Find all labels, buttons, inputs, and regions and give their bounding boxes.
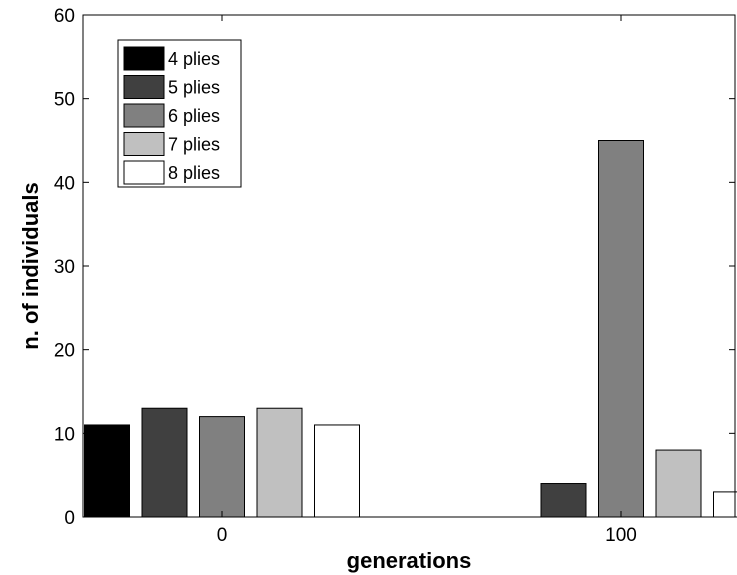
y-tick-label: 0 — [64, 508, 75, 529]
bar-5-plies-gen-0 — [141, 407, 188, 518]
x-axis-ticks: 0 100 — [217, 15, 637, 546]
legend-swatch — [123, 160, 165, 185]
x-tick-label: 100 — [605, 525, 637, 546]
y-tick-label: 60 — [54, 6, 75, 27]
legend-swatch — [123, 103, 165, 128]
y-tick-label: 20 — [54, 341, 75, 362]
bar-6-plies-gen-0 — [199, 416, 245, 518]
legend-swatch — [123, 46, 165, 71]
legend-label: 7 plies — [168, 135, 220, 155]
bar-7-plies-gen-100 — [655, 449, 702, 518]
bars-group — [84, 140, 737, 518]
legend-swatch — [123, 75, 165, 99]
y-tick-label: 50 — [54, 90, 75, 111]
legend-label: 6 plies — [168, 106, 220, 126]
legend-swatch — [123, 132, 165, 156]
legend-label: 5 plies — [168, 78, 220, 98]
y-tick-label: 40 — [54, 173, 75, 194]
legend: 4 plies 5 plies 6 plies 7 plies 8 plies — [117, 39, 242, 188]
bar-8-plies-gen-100 — [713, 491, 737, 518]
legend-label: 8 plies — [168, 163, 220, 183]
y-tick-label: 10 — [54, 424, 75, 445]
legend-label: 4 plies — [168, 49, 220, 69]
bar-8-plies-gen-0 — [314, 424, 360, 518]
x-axis-label: generations — [347, 548, 472, 573]
y-axis-ticks: 0 10 20 30 40 50 60 — [54, 6, 735, 529]
y-tick-label: 30 — [54, 257, 75, 278]
y-axis-label: n. of individuals — [18, 182, 43, 349]
x-tick-label: 0 — [217, 525, 228, 546]
bar-5-plies-gen-100 — [540, 483, 587, 518]
bar-7-plies-gen-0 — [256, 407, 303, 518]
bar-4-plies-gen-0 — [84, 424, 130, 518]
bar-6-plies-gen-100 — [598, 140, 644, 518]
